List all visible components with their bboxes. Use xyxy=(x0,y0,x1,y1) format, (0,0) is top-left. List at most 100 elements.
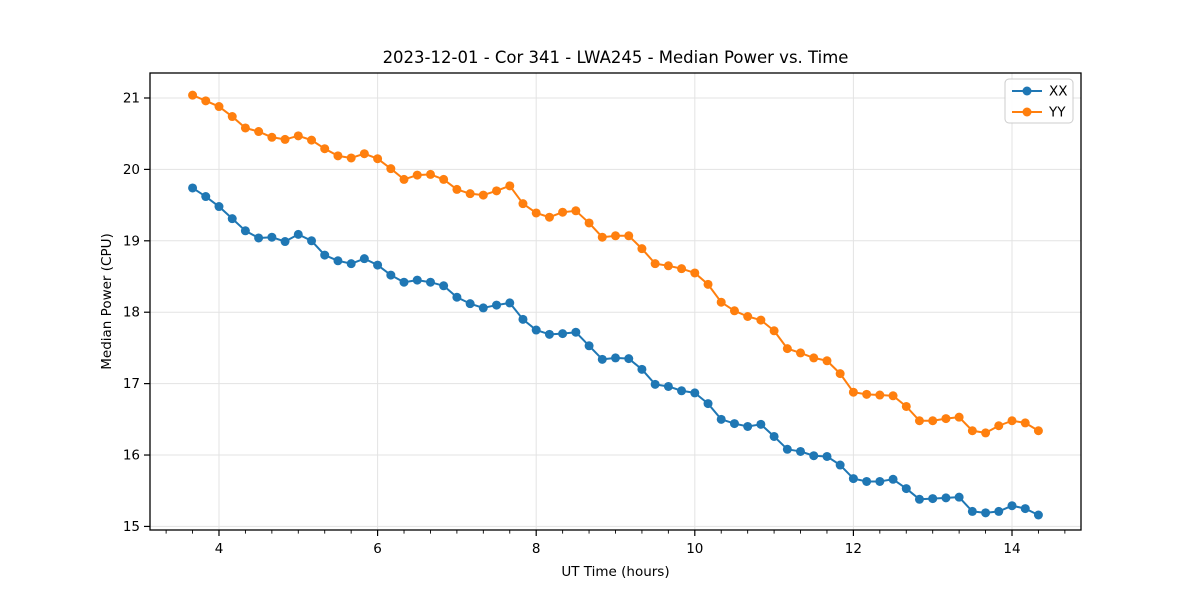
data-point-XX xyxy=(650,379,660,389)
data-point-XX xyxy=(782,444,792,454)
data-point-YY xyxy=(809,353,819,363)
data-point-XX xyxy=(637,364,647,374)
data-point-YY xyxy=(465,189,475,199)
data-point-XX xyxy=(346,259,356,269)
data-point-XX xyxy=(663,381,673,391)
data-point-YY xyxy=(452,184,462,194)
data-point-YY xyxy=(307,135,317,145)
data-point-YY xyxy=(531,208,541,218)
y-tick-label: 21 xyxy=(123,90,140,106)
y-tick-label: 18 xyxy=(123,305,140,321)
data-point-XX xyxy=(293,229,303,239)
data-point-YY xyxy=(796,348,806,358)
data-point-YY xyxy=(293,131,303,141)
data-point-YY xyxy=(981,428,991,438)
x-tick-label: 12 xyxy=(845,541,862,557)
x-axis-label: UT Time (hours) xyxy=(561,564,669,580)
data-point-YY xyxy=(663,261,673,271)
y-tick-label: 20 xyxy=(123,162,140,178)
data-point-YY xyxy=(769,326,779,336)
data-point-YY xyxy=(637,244,647,254)
chart-title: 2023-12-01 - Cor 341 - LWA245 - Median P… xyxy=(383,48,849,67)
data-point-YY xyxy=(386,164,396,174)
data-point-XX xyxy=(584,341,594,351)
data-point-YY xyxy=(901,401,911,411)
y-tick-label: 16 xyxy=(123,448,140,464)
data-point-XX xyxy=(214,202,224,212)
data-point-XX xyxy=(914,494,924,504)
data-point-XX xyxy=(848,474,858,484)
grid-layer xyxy=(150,73,1081,530)
plot-frame xyxy=(149,72,1082,531)
data-point-YY xyxy=(928,416,938,426)
data-point-XX xyxy=(280,237,290,247)
data-point-YY xyxy=(320,144,330,154)
data-point-XX xyxy=(809,451,819,461)
data-point-XX xyxy=(743,421,753,431)
data-point-XX xyxy=(624,354,634,364)
data-point-YY xyxy=(544,212,554,222)
data-point-YY xyxy=(888,391,898,401)
data-point-XX xyxy=(531,325,541,335)
data-point-YY xyxy=(743,312,753,321)
data-point-XX xyxy=(967,506,977,516)
data-point-XX xyxy=(888,474,898,484)
data-point-XX xyxy=(611,353,620,363)
data-point-YY xyxy=(558,207,568,217)
data-point-XX xyxy=(822,451,832,461)
data-point-YY xyxy=(214,102,224,112)
data-point-YY xyxy=(412,170,422,180)
data-point-XX xyxy=(320,250,330,260)
data-point-YY xyxy=(584,218,594,228)
series-layer xyxy=(188,90,1043,520)
x-tick-label: 14 xyxy=(1003,541,1020,557)
data-point-XX xyxy=(796,446,806,456)
data-point-YY xyxy=(677,264,687,274)
data-point-YY xyxy=(941,414,951,424)
data-point-YY xyxy=(359,149,369,159)
data-point-YY xyxy=(835,369,845,379)
data-point-YY xyxy=(914,416,924,426)
legend-label: YY xyxy=(1048,105,1066,121)
data-point-YY xyxy=(439,174,449,184)
data-point-YY xyxy=(201,96,211,106)
data-point-YY xyxy=(571,206,581,216)
data-point-XX xyxy=(941,493,951,503)
x-tick-label: 4 xyxy=(215,541,224,557)
data-point-XX xyxy=(729,419,739,429)
data-point-XX xyxy=(677,386,687,396)
data-point-XX xyxy=(267,232,277,242)
data-point-XX xyxy=(240,226,250,236)
data-point-XX xyxy=(227,214,237,224)
data-point-XX xyxy=(690,388,700,398)
series-line-YY xyxy=(192,94,1039,434)
spine-layer xyxy=(149,72,1082,531)
data-point-XX xyxy=(769,431,779,441)
data-point-XX xyxy=(505,298,515,308)
y-tick-label: 17 xyxy=(123,376,140,392)
data-point-XX xyxy=(1033,510,1043,520)
data-point-YY xyxy=(425,169,435,179)
data-point-XX xyxy=(716,414,726,424)
data-point-XX xyxy=(386,270,396,280)
data-point-XX xyxy=(1020,504,1030,514)
data-point-XX xyxy=(359,254,369,264)
data-point-YY xyxy=(848,387,858,397)
data-point-XX xyxy=(862,476,872,486)
data-point-XX xyxy=(373,260,383,270)
data-point-YY xyxy=(716,297,726,307)
data-point-YY xyxy=(373,154,383,164)
data-point-YY xyxy=(597,232,607,242)
data-point-YY xyxy=(346,153,356,163)
y-tick-label: 15 xyxy=(123,519,140,535)
data-point-YY xyxy=(1007,416,1017,426)
data-point-YY xyxy=(690,268,700,278)
data-point-YY xyxy=(478,190,488,200)
data-point-YY xyxy=(862,389,872,399)
x-tick-label: 8 xyxy=(532,541,541,557)
data-point-YY xyxy=(782,344,792,354)
data-point-XX xyxy=(597,354,607,364)
data-point-XX xyxy=(703,399,713,409)
data-point-XX xyxy=(333,256,343,266)
y-tick-label: 19 xyxy=(123,233,140,249)
